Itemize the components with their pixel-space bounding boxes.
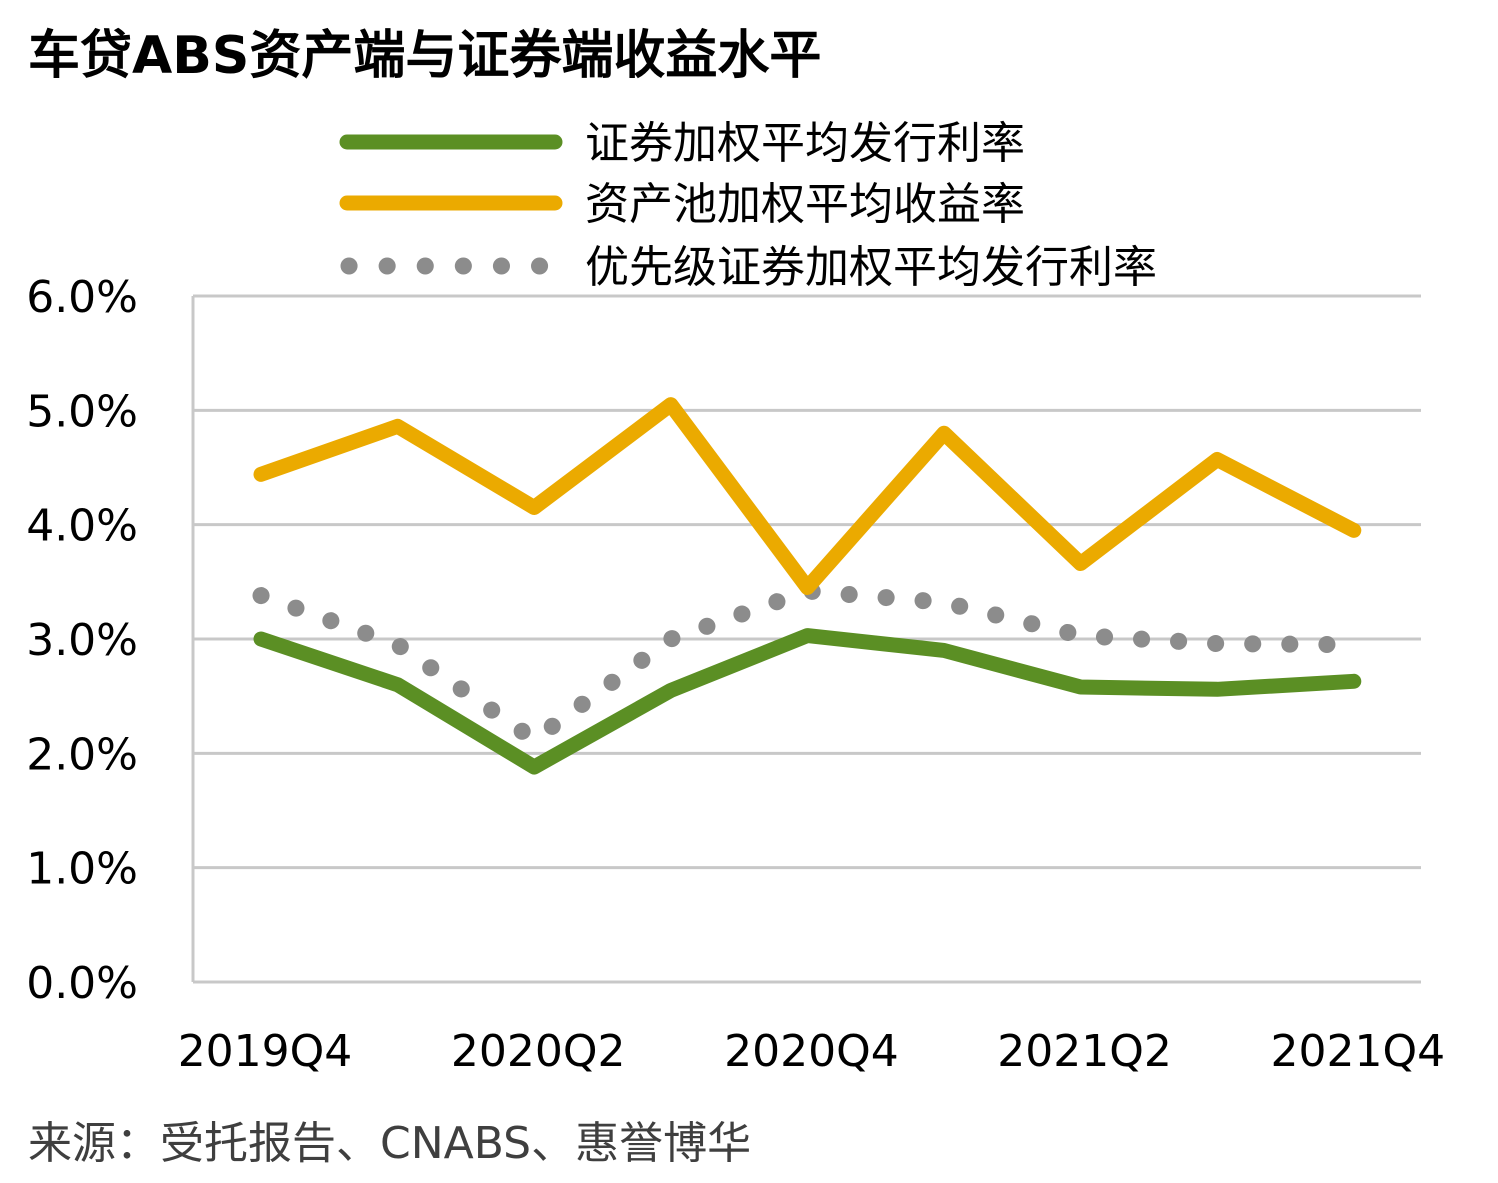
x-tick-label: 2020Q4: [724, 1026, 899, 1077]
y-tick-label: 3.0%: [26, 615, 138, 666]
x-tick-label: 2021Q2: [997, 1026, 1172, 1077]
x-tick-label: 2021Q4: [1270, 1026, 1445, 1077]
data-series: [252, 397, 1363, 775]
y-tick-label: 6.0%: [26, 272, 138, 323]
axes: [191, 296, 1421, 984]
y-tick-label: 2.0%: [26, 729, 138, 780]
x-tick-label: 2020Q2: [451, 1026, 626, 1077]
legend-label: 证券加权平均发行利率: [585, 118, 1025, 169]
series-line-1: [253, 397, 1362, 596]
series-line-0: [253, 628, 1362, 775]
y-tick-label: 0.0%: [26, 958, 138, 1009]
x-tick-labels: 2019Q4 2020Q2 2020Q4 2021Q2 2021Q4: [178, 1026, 1445, 1077]
y-tick-labels: 0.0% 1.0% 2.0% 3.0% 4.0% 5.0% 6.0%: [26, 272, 138, 1009]
x-tick-label: 2019Q4: [178, 1026, 353, 1077]
legend-label: 优先级证券加权平均发行利率: [585, 242, 1157, 293]
source-note: 来源：受托报告、CNABS、惠誉博华: [28, 1118, 752, 1169]
y-tick-label: 4.0%: [26, 501, 138, 552]
y-tick-label: 5.0%: [26, 386, 138, 437]
chart-title: 车贷ABS资产端与证券端收益水平: [28, 26, 822, 86]
y-tick-label: 1.0%: [26, 844, 138, 895]
series-line-2: [252, 582, 1363, 749]
legend-label: 资产池加权平均收益率: [585, 179, 1025, 230]
